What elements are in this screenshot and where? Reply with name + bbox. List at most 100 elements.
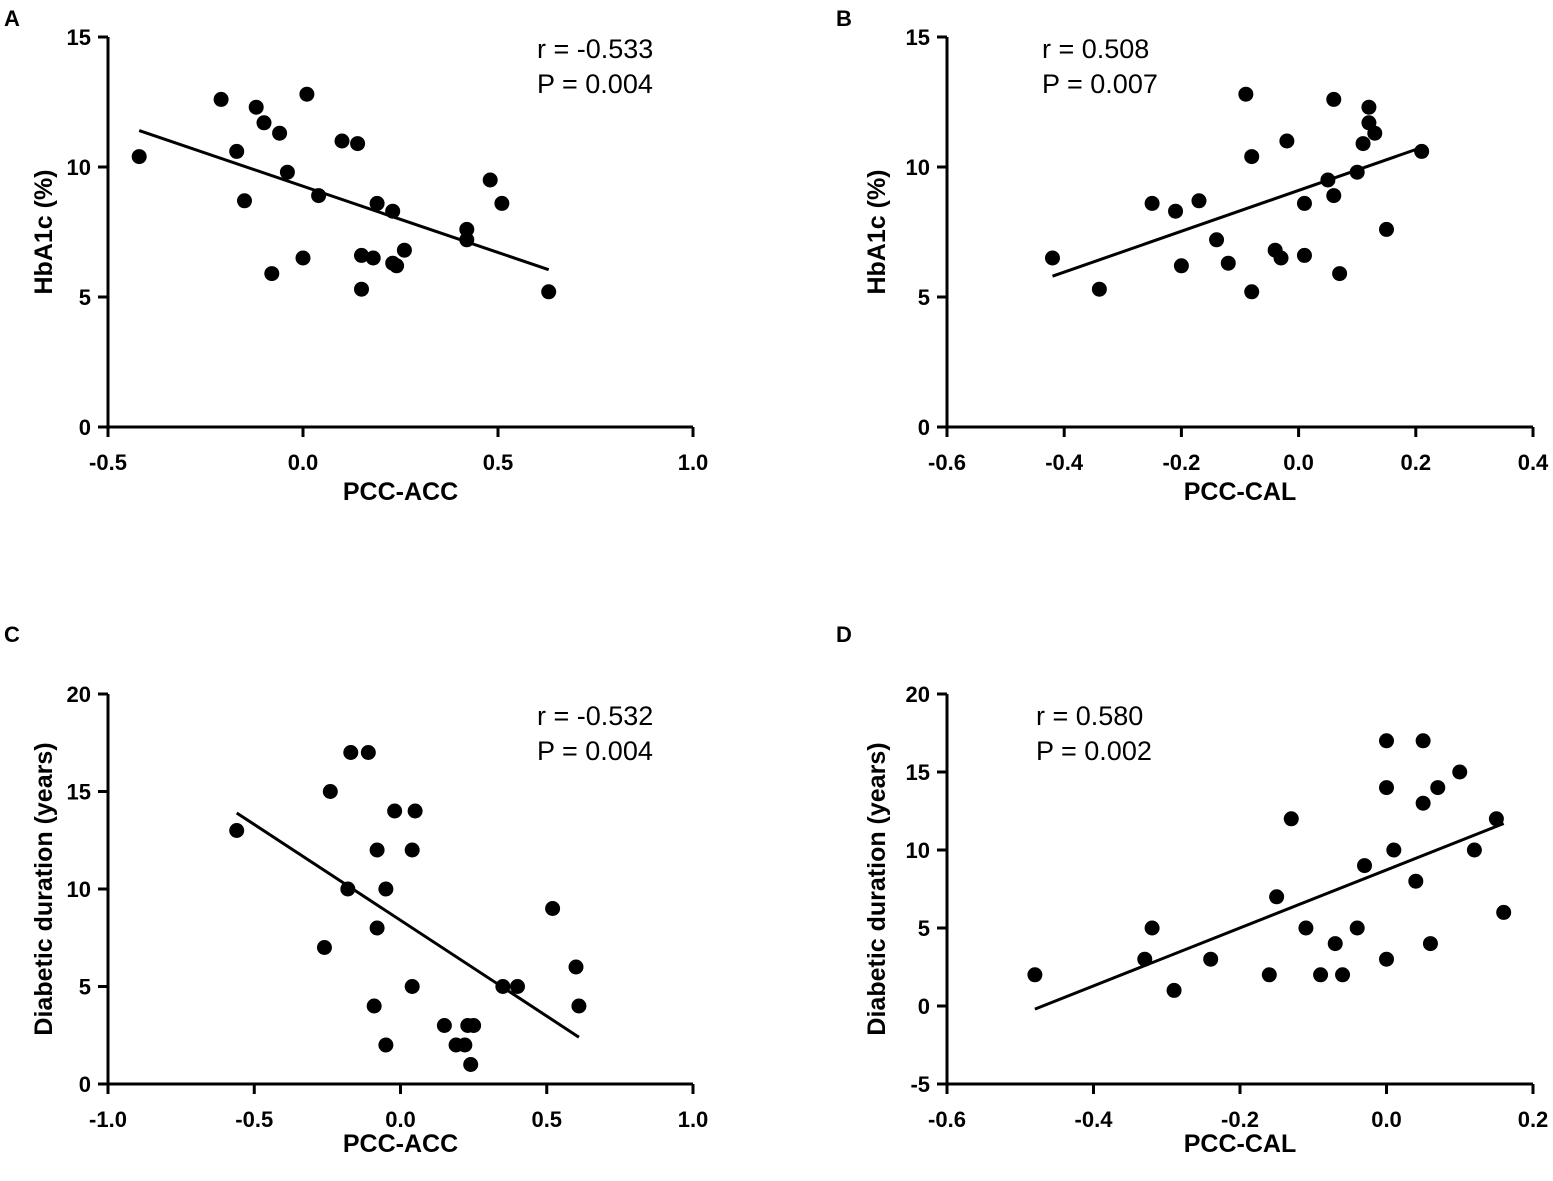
x-tick-label-a: 1.0 bbox=[678, 450, 709, 475]
data-point-c bbox=[360, 745, 376, 760]
y-tick-label-d: 15 bbox=[906, 760, 930, 785]
data-point-d bbox=[1327, 936, 1343, 952]
x-tick-label-c: 0.0 bbox=[385, 1107, 416, 1132]
data-point-d bbox=[1415, 795, 1431, 811]
data-point-b bbox=[1168, 203, 1184, 219]
data-point-c bbox=[571, 998, 587, 1014]
data-point-a bbox=[389, 258, 405, 274]
data-point-a bbox=[248, 99, 264, 115]
data-point-b bbox=[1044, 250, 1060, 266]
panel-c: C 0 5 10 15 20 -1.0 -0.5 0.0 0.5 1.0 PCC-ACC Diabeti… bbox=[4, 622, 708, 1158]
p-value-b: P = 0.007 bbox=[1042, 69, 1158, 99]
y-tick-label-b: 0 bbox=[918, 415, 930, 440]
y-axis-title-d: Diabetic duration (years) bbox=[863, 742, 891, 1035]
data-point-d bbox=[1203, 951, 1219, 967]
y-tick-label-d: 0 bbox=[918, 994, 930, 1019]
data-point-b bbox=[1349, 164, 1365, 180]
data-point-d bbox=[1379, 780, 1394, 796]
data-point-d bbox=[1408, 873, 1424, 889]
data-point-c bbox=[404, 979, 420, 994]
data-point-b bbox=[1296, 195, 1312, 211]
y-tick-label-c: 0 bbox=[79, 1072, 91, 1097]
data-point-a bbox=[396, 242, 412, 258]
r-value-c: r = -0.532 bbox=[537, 701, 653, 731]
x-tick-label-b: 0.0 bbox=[1283, 450, 1314, 475]
data-point-b bbox=[1191, 193, 1207, 209]
x-axis-title-c: PCC-ACC bbox=[343, 1130, 458, 1158]
y-tick-label-c: 10 bbox=[67, 877, 91, 902]
panel-letter-c: C bbox=[4, 622, 20, 647]
p-value-a: P = 0.004 bbox=[537, 69, 653, 99]
data-point-d bbox=[1027, 967, 1043, 983]
data-point-d bbox=[1298, 920, 1314, 936]
data-point-a bbox=[299, 86, 315, 102]
data-point-b bbox=[1332, 266, 1348, 282]
y-tick-label-a: 10 bbox=[67, 155, 91, 180]
y-tick-label-c: 15 bbox=[67, 780, 91, 805]
panel-b: B 0 5 10 15 -0.6 -0.4 -0.2 0.0 0.2 0.4 PCC-CAL HbA1c… bbox=[836, 6, 1549, 506]
regression-line-d bbox=[1034, 822, 1505, 1011]
data-point-d bbox=[1313, 967, 1329, 983]
data-point-b bbox=[1355, 136, 1371, 152]
data-point-a bbox=[311, 188, 327, 204]
data-point-b bbox=[1173, 258, 1189, 274]
data-point-b bbox=[1144, 195, 1160, 211]
data-point-c bbox=[378, 881, 394, 897]
data-point-c bbox=[387, 803, 403, 819]
data-point-c bbox=[316, 940, 332, 955]
data-point-b bbox=[1361, 99, 1377, 115]
panel-letter-a: A bbox=[4, 6, 20, 31]
data-point-c bbox=[466, 1018, 482, 1033]
data-point-d bbox=[1452, 764, 1468, 780]
data-point-a bbox=[279, 164, 295, 180]
r-value-b: r = 0.508 bbox=[1042, 34, 1149, 64]
data-point-c bbox=[369, 842, 385, 858]
data-point-c bbox=[322, 784, 338, 799]
data-point-d bbox=[1144, 920, 1160, 936]
data-point-c bbox=[495, 979, 511, 994]
data-point-d bbox=[1349, 920, 1365, 936]
x-tick-label-b: -0.6 bbox=[928, 450, 966, 475]
y-axis-title-a: HbA1c (%) bbox=[30, 169, 58, 294]
r-value-a: r = -0.533 bbox=[537, 34, 653, 64]
y-tick-label-a: 5 bbox=[79, 285, 91, 310]
p-value-d: P = 0.002 bbox=[1036, 736, 1152, 766]
y-tick-label-d: 10 bbox=[906, 838, 930, 863]
x-tick-label-c: -0.5 bbox=[235, 1107, 273, 1132]
data-point-a bbox=[494, 195, 510, 211]
data-point-a bbox=[264, 266, 280, 282]
data-point-a bbox=[213, 91, 229, 107]
data-point-c bbox=[340, 881, 356, 897]
y-tick-label-a: 15 bbox=[67, 25, 91, 50]
data-point-a bbox=[131, 149, 147, 165]
data-point-b bbox=[1379, 221, 1394, 237]
r-value-d: r = 0.580 bbox=[1036, 701, 1143, 731]
data-point-a bbox=[256, 115, 272, 131]
data-point-d bbox=[1496, 904, 1512, 920]
data-point-d bbox=[1137, 951, 1153, 967]
data-point-c bbox=[463, 1057, 479, 1072]
data-point-d bbox=[1430, 780, 1446, 796]
data-point-b bbox=[1326, 91, 1342, 107]
x-tick-label-d: 0.0 bbox=[1371, 1107, 1402, 1132]
x-tick-label-b: 0.2 bbox=[1401, 450, 1432, 475]
data-point-a bbox=[295, 250, 311, 266]
data-point-a bbox=[354, 247, 369, 263]
data-point-d bbox=[1283, 811, 1299, 827]
data-point-c bbox=[229, 823, 245, 838]
data-point-d bbox=[1488, 811, 1504, 827]
regression-line-b bbox=[1051, 146, 1423, 278]
data-point-a bbox=[385, 203, 401, 219]
x-axis-title-a: PCC-ACC bbox=[343, 478, 458, 506]
data-point-d bbox=[1269, 889, 1285, 905]
x-tick-label-d: -0.4 bbox=[1075, 1107, 1114, 1132]
x-tick-label-c: 0.5 bbox=[531, 1107, 562, 1132]
data-point-c bbox=[510, 979, 525, 994]
y-axis-title-c: Diabetic duration (years) bbox=[30, 742, 58, 1035]
y-tick-label-d: 20 bbox=[906, 682, 930, 707]
data-point-a bbox=[237, 193, 252, 209]
data-point-d bbox=[1422, 936, 1438, 952]
data-point-d bbox=[1357, 858, 1373, 874]
x-tick-label-d: 0.2 bbox=[1518, 1107, 1549, 1132]
